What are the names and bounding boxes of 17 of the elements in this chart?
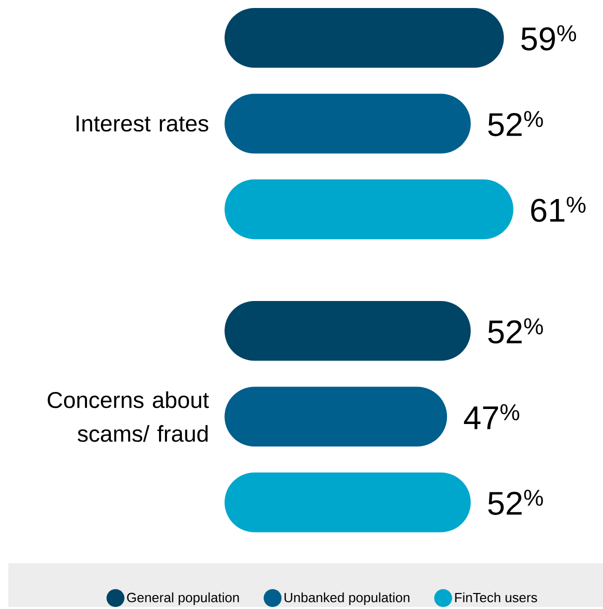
bar [224, 179, 514, 240]
bar [224, 386, 447, 447]
data-label: 47$^{%}$ [464, 404, 520, 430]
bar [224, 8, 504, 68]
data-label: 59$^{%}$ [521, 25, 576, 50]
data-label: 52$^{%}$ [488, 490, 543, 515]
legend-label: Unbanked population [284, 592, 410, 605]
bar [224, 472, 471, 532]
legend-label: FinTech users [455, 592, 537, 602]
data-label: 52$^{%}$ [488, 110, 543, 136]
legend-label: General population [126, 592, 239, 605]
data-label: 52$^{%}$ [488, 318, 543, 344]
bar [224, 94, 471, 154]
bar [224, 301, 471, 361]
y-tick-label: Concerns about scams/ fraud [48, 391, 209, 442]
y-tick-label: Interest rates [76, 116, 208, 132]
data-label: 61$^{%}$ [531, 196, 586, 222]
